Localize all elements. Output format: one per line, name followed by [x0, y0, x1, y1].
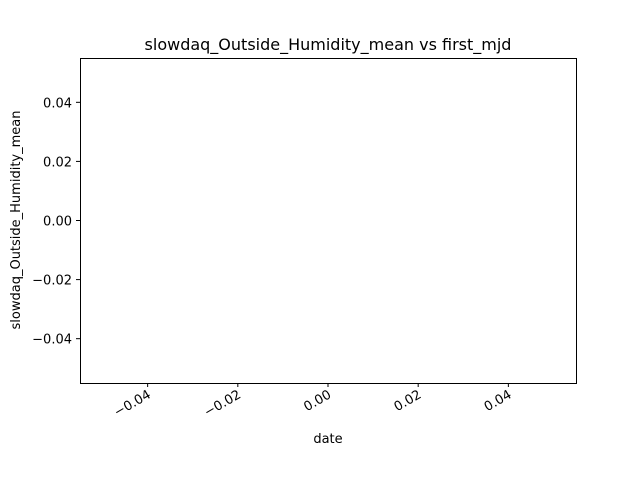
- y-tick-label: −0.04: [32, 333, 72, 348]
- y-tick-label: 0.02: [43, 155, 72, 170]
- y-axis-label: slowdaq_Outside_Humidity_mean: [9, 111, 24, 330]
- y-axis-ticks: −0.04 −0.02 0.00 0.02 0.04: [32, 96, 80, 348]
- y-tick-label: −0.02: [32, 274, 72, 289]
- x-axis-label: date: [313, 432, 342, 447]
- chart-title: slowdaq_Outside_Humidity_mean vs first_m…: [145, 35, 512, 55]
- y-tick-label: 0.04: [43, 96, 72, 111]
- y-tick-label: 0.00: [43, 215, 72, 230]
